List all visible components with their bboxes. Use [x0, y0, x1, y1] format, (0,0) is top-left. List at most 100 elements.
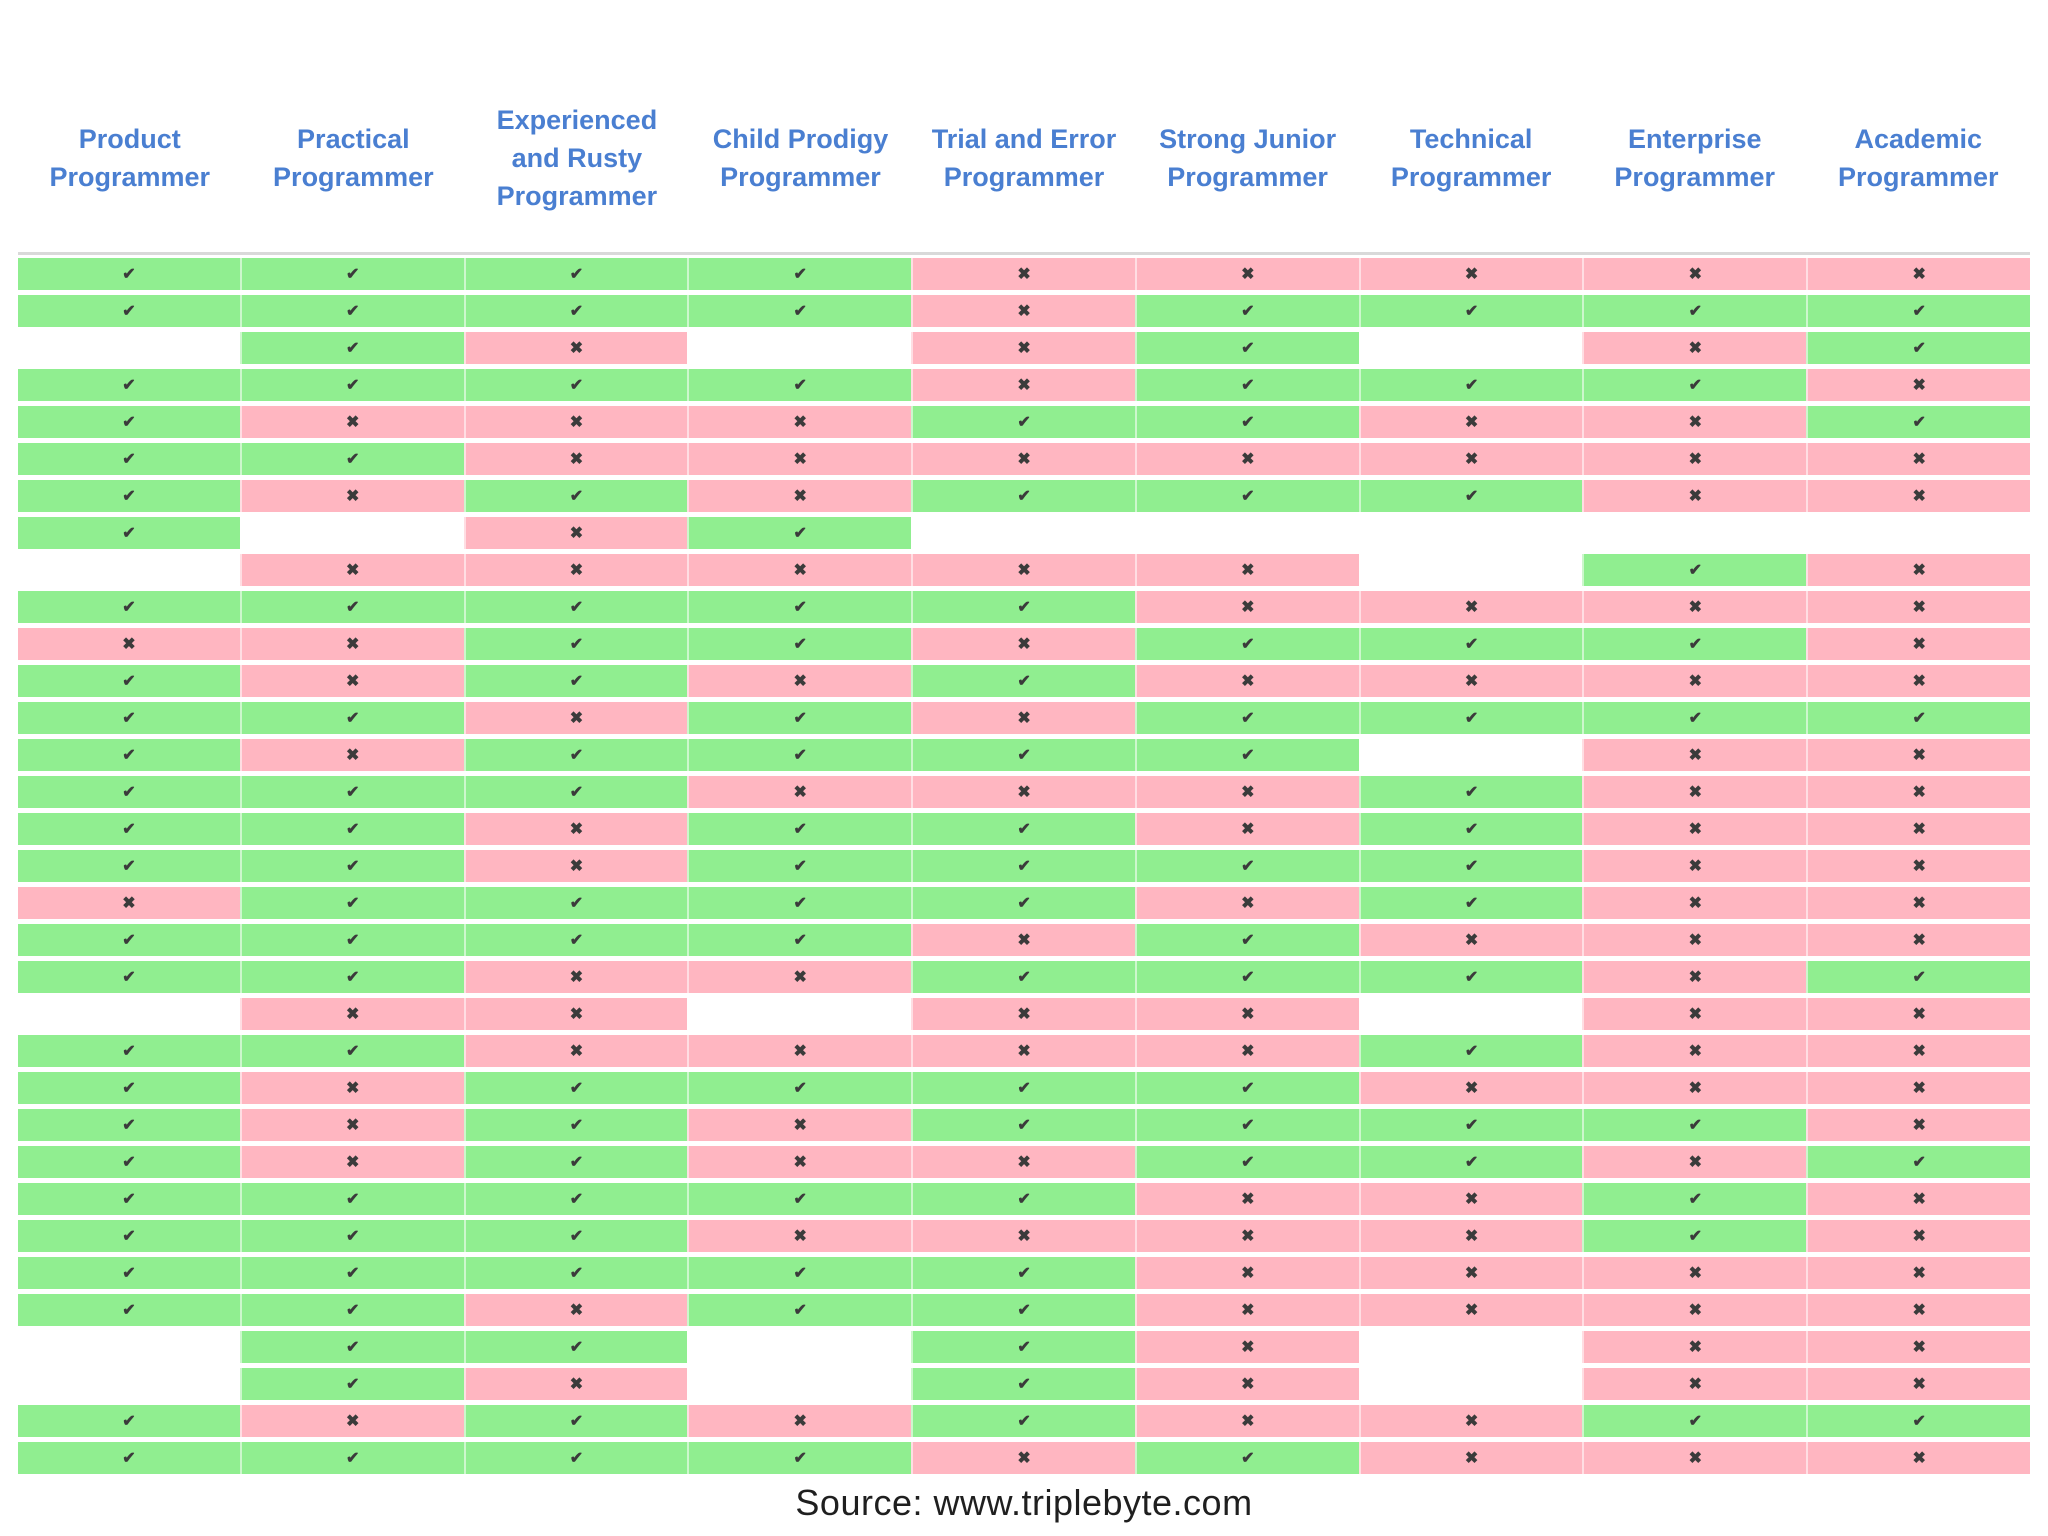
check-icon: ✔ [18, 591, 240, 623]
cross-icon: ✖ [463, 961, 688, 993]
check-icon: ✔ [1582, 628, 1807, 660]
check-icon: ✔ [1134, 295, 1359, 327]
check-icon: ✔ [18, 517, 240, 549]
blank-cell [1358, 332, 1583, 364]
check-icon: ✔ [687, 1442, 912, 1474]
check-icon: ✔ [1358, 887, 1583, 919]
check-icon: ✔ [18, 1294, 240, 1326]
blank-cell [239, 517, 464, 549]
check-icon: ✔ [1358, 480, 1583, 512]
check-icon: ✔ [239, 1368, 464, 1400]
check-icon: ✔ [911, 480, 1135, 512]
cross-icon: ✖ [18, 887, 240, 919]
cross-icon: ✖ [239, 554, 464, 586]
table-row: ✔ ✖ ✔ ✖ ✖ ✔ ✔ ✖ ✔ [18, 1146, 2031, 1178]
cross-icon: ✖ [463, 1368, 688, 1400]
check-icon: ✔ [18, 702, 240, 734]
table-row: ✖ ✔ ✔ ✔ ✔ ✖ ✔ ✖ ✖ [18, 887, 2031, 919]
check-icon: ✔ [18, 480, 240, 512]
cross-icon: ✖ [1134, 554, 1359, 586]
check-icon: ✔ [18, 850, 240, 882]
check-icon: ✔ [463, 258, 688, 290]
cross-icon: ✖ [687, 776, 912, 808]
check-icon: ✔ [1134, 1442, 1359, 1474]
check-icon: ✔ [911, 1368, 1135, 1400]
check-icon: ✔ [18, 961, 240, 993]
check-icon: ✔ [687, 369, 912, 401]
cross-icon: ✖ [239, 1405, 464, 1437]
cross-icon: ✖ [1358, 1257, 1583, 1289]
check-icon: ✔ [18, 1072, 240, 1104]
check-icon: ✔ [463, 665, 688, 697]
check-icon: ✔ [687, 702, 912, 734]
check-icon: ✔ [1806, 332, 2031, 364]
check-icon: ✔ [239, 258, 464, 290]
check-icon: ✔ [463, 924, 688, 956]
check-icon: ✔ [463, 1072, 688, 1104]
check-icon: ✔ [911, 591, 1135, 623]
check-icon: ✔ [18, 1109, 240, 1141]
table-row: ✔ ✔ ✔ ✔ ✔ ✖ ✖ ✖ ✖ [18, 591, 2031, 623]
check-icon: ✔ [1582, 702, 1807, 734]
check-icon: ✔ [239, 1035, 464, 1067]
check-icon: ✔ [239, 591, 464, 623]
table-row: ✔ ✖ ✔ ✖ ✔ ✖ ✖ ✖ ✖ [18, 665, 2031, 697]
comparison-matrix: ✔ ✔ ✔ ✔ ✖ ✖ ✖ ✖ ✖ ✔ ✔ ✔ ✔ ✖ ✔ ✔ ✔ ✔ ✔ ✖ ✖ ✔ ✖ ✔ ✔ ✔ ✔ ✔ ✖ ✔ ✔ ✔ ✖ ✔ ✖ ✖ ✖ ✔ ✔ ✖… [18, 252, 2031, 1474]
table-row: ✔ ✖ ✔ ✖ ✔ ✔ ✔ ✔ ✖ [18, 1109, 2031, 1141]
cross-icon: ✖ [463, 998, 688, 1030]
check-icon: ✔ [239, 1220, 464, 1252]
check-icon: ✔ [1358, 1146, 1583, 1178]
cross-icon: ✖ [1806, 850, 2031, 882]
check-icon: ✔ [18, 258, 240, 290]
check-icon: ✔ [911, 1294, 1135, 1326]
cross-icon: ✖ [463, 443, 688, 475]
check-icon: ✔ [1806, 1405, 2031, 1437]
cross-icon: ✖ [1806, 1109, 2031, 1141]
cross-icon: ✖ [463, 1035, 688, 1067]
cross-icon: ✖ [1134, 887, 1359, 919]
cross-icon: ✖ [687, 406, 912, 438]
table-row: ✔ ✔ ✖ ✖ ✖ ✖ ✔ ✖ ✖ [18, 1035, 2031, 1067]
cross-icon: ✖ [1358, 1405, 1583, 1437]
cross-icon: ✖ [1582, 332, 1807, 364]
check-icon: ✔ [1806, 406, 2031, 438]
cross-icon: ✖ [911, 443, 1135, 475]
check-icon: ✔ [239, 813, 464, 845]
check-icon: ✔ [18, 1442, 240, 1474]
table-row: ✔ ✔ ✔ ✖ ✖ ✖ ✔ ✖ ✖ [18, 776, 2031, 808]
cross-icon: ✖ [1582, 591, 1807, 623]
check-icon: ✔ [18, 295, 240, 327]
cross-icon: ✖ [1806, 554, 2031, 586]
check-icon: ✔ [1582, 1405, 1807, 1437]
cross-icon: ✖ [1806, 1442, 2031, 1474]
blank-cell [687, 1331, 911, 1363]
column-header-4: Child Prodigy Programmer [712, 124, 889, 192]
check-icon: ✔ [18, 1220, 240, 1252]
table-row: ✔ ✖ ✔ ✖ ✔ ✔ ✔ ✖ ✖ [18, 480, 2031, 512]
source-text: Source: www.triplebyte.com [795, 1482, 1253, 1523]
cross-icon: ✖ [911, 369, 1135, 401]
cross-icon: ✖ [1806, 887, 2031, 919]
cross-icon: ✖ [1134, 1331, 1359, 1363]
cross-icon: ✖ [1134, 443, 1359, 475]
cross-icon: ✖ [1134, 998, 1359, 1030]
check-icon: ✔ [18, 406, 240, 438]
blank-cell [18, 1368, 240, 1400]
check-icon: ✔ [1134, 924, 1359, 956]
check-icon: ✔ [239, 1294, 464, 1326]
cross-icon: ✖ [1582, 776, 1807, 808]
cross-icon: ✖ [1582, 1294, 1807, 1326]
check-icon: ✔ [1806, 1146, 2031, 1178]
check-icon: ✔ [1358, 850, 1583, 882]
cross-icon: ✖ [1806, 813, 2031, 845]
check-icon: ✔ [1582, 554, 1807, 586]
column-header-7: Technical Programmer [1390, 124, 1552, 192]
table-row: ✔ ✔ ✔ ✔ ✖ ✔ ✖ ✖ ✖ [18, 924, 2031, 956]
header-row: Product Programmer Practical Programmer Ex… [18, 0, 2030, 234]
cross-icon: ✖ [1582, 480, 1807, 512]
check-icon: ✔ [1134, 1072, 1359, 1104]
cross-icon: ✖ [1358, 1220, 1583, 1252]
cross-icon: ✖ [1582, 1146, 1807, 1178]
blank-cell [18, 332, 240, 364]
check-icon: ✔ [1134, 702, 1359, 734]
